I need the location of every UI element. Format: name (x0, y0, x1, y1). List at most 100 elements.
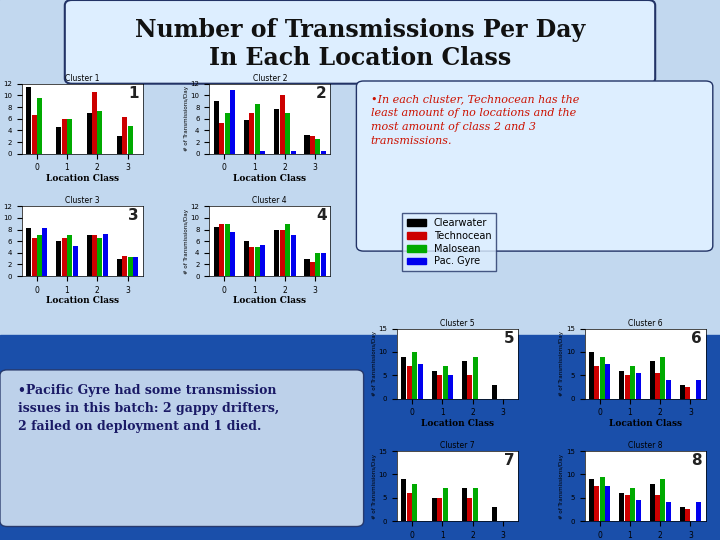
Bar (696, 502, 701, 521)
Bar (279, 96, 284, 154)
Bar (619, 493, 624, 521)
Bar (117, 136, 122, 154)
Bar (62, 119, 67, 154)
Bar (26, 228, 31, 276)
Y-axis label: # of Transmissions/Day: # of Transmissions/Day (372, 454, 377, 518)
Text: 7: 7 (504, 453, 514, 468)
Bar (625, 375, 630, 399)
X-axis label: Location Class: Location Class (45, 174, 119, 183)
Bar (413, 484, 418, 521)
Bar (636, 500, 641, 521)
Bar (225, 113, 230, 154)
Bar (321, 151, 326, 154)
Y-axis label: # of Transmissions/Day: # of Transmissions/Day (0, 208, 1, 274)
Bar (649, 361, 654, 399)
Title: Cluster 7: Cluster 7 (440, 441, 474, 450)
X-axis label: Location Class: Location Class (45, 296, 119, 305)
Bar (62, 238, 67, 276)
Bar (462, 361, 467, 399)
Bar (244, 120, 249, 154)
Bar (122, 117, 127, 154)
Bar (589, 479, 594, 521)
Bar (418, 363, 423, 399)
Text: 1: 1 (129, 86, 139, 101)
Bar (305, 135, 310, 154)
Bar (305, 259, 310, 276)
Bar (600, 477, 605, 521)
Bar (249, 113, 254, 154)
Text: 4: 4 (316, 208, 327, 223)
FancyBboxPatch shape (356, 81, 713, 251)
Bar (680, 384, 685, 399)
Bar (655, 373, 660, 399)
Bar (431, 498, 436, 521)
Y-axis label: # of Transmissions/Day: # of Transmissions/Day (559, 331, 564, 396)
Bar (619, 370, 624, 399)
Bar (625, 495, 630, 521)
Bar (696, 380, 701, 399)
Bar (279, 230, 284, 276)
Y-axis label: # of Transmissions/Day: # of Transmissions/Day (184, 86, 189, 151)
Bar (401, 356, 406, 399)
Bar (230, 232, 235, 276)
Bar (636, 373, 641, 399)
Bar (37, 98, 42, 154)
Text: •Pacific Gyre had some transmission
issues in this batch: 2 gappy drifters,
2 fa: •Pacific Gyre had some transmission issu… (18, 384, 279, 434)
Bar (473, 356, 478, 399)
X-axis label: Location Class: Location Class (608, 418, 682, 428)
Bar (32, 238, 37, 276)
Title: Cluster 4: Cluster 4 (253, 197, 287, 205)
Bar (310, 261, 315, 276)
Text: •In each cluster, Technocean has the
least amount of no locations and the
most a: •In each cluster, Technocean has the lea… (371, 94, 579, 146)
Text: Number of Transmissions Per Day: Number of Transmissions Per Day (135, 18, 585, 42)
Bar (473, 489, 478, 521)
Bar (321, 253, 326, 276)
Bar (660, 479, 665, 521)
Bar (225, 224, 230, 276)
Bar (595, 486, 600, 521)
Bar (219, 224, 224, 276)
Bar (443, 366, 448, 399)
Bar (230, 90, 235, 154)
Bar (448, 375, 453, 399)
Y-axis label: # of Transmissions/Day: # of Transmissions/Day (559, 454, 564, 518)
Bar (467, 498, 472, 521)
Bar (127, 258, 132, 276)
X-axis label: Location Class: Location Class (233, 174, 306, 183)
Title: Cluster 8: Cluster 8 (628, 441, 662, 450)
Bar (56, 127, 61, 154)
Title: Cluster 2: Cluster 2 (253, 74, 287, 83)
Text: 8: 8 (691, 453, 702, 468)
X-axis label: Location Class: Location Class (421, 418, 494, 428)
Bar (431, 370, 436, 399)
Bar (92, 92, 97, 154)
Bar (261, 245, 266, 276)
Bar (467, 375, 472, 399)
Y-axis label: # of Transmissions/Day: # of Transmissions/Day (372, 331, 377, 396)
Bar (0, 335, 720, 540)
Bar (685, 387, 690, 399)
FancyBboxPatch shape (0, 370, 364, 526)
Bar (401, 479, 406, 521)
Bar (595, 366, 600, 399)
X-axis label: Location Class: Location Class (233, 296, 306, 305)
Bar (255, 104, 260, 154)
Bar (407, 366, 412, 399)
Bar (42, 228, 48, 276)
Bar (606, 363, 611, 399)
Bar (133, 258, 138, 276)
Title: Cluster 1: Cluster 1 (65, 74, 99, 83)
Bar (655, 495, 660, 521)
Text: 6: 6 (691, 330, 702, 346)
Bar (315, 253, 320, 276)
Bar (244, 241, 249, 276)
Bar (630, 489, 635, 521)
Bar (630, 366, 635, 399)
Text: 3: 3 (128, 208, 139, 223)
Bar (443, 489, 448, 521)
Bar (291, 151, 296, 154)
Bar (492, 384, 497, 399)
Bar (315, 139, 320, 154)
Bar (413, 352, 418, 399)
Bar (666, 380, 671, 399)
